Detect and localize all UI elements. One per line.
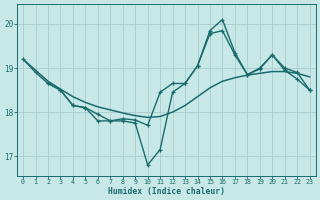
X-axis label: Humidex (Indice chaleur): Humidex (Indice chaleur) (108, 187, 225, 196)
